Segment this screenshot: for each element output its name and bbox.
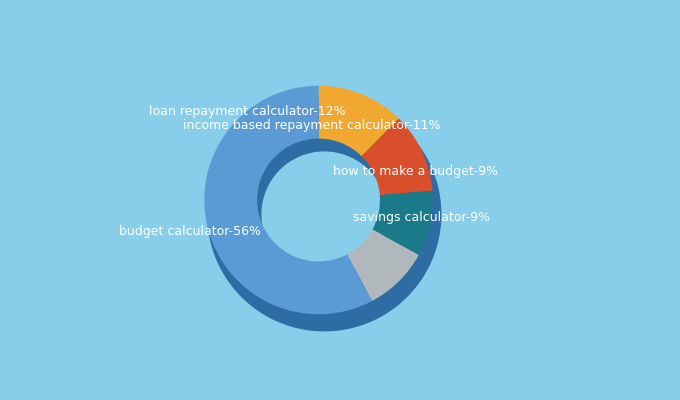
Wedge shape <box>347 230 419 301</box>
Wedge shape <box>362 118 432 195</box>
Wedge shape <box>318 86 398 156</box>
Text: budget calculator-56%: budget calculator-56% <box>119 225 261 238</box>
PathPatch shape <box>207 97 441 332</box>
Wedge shape <box>204 86 372 314</box>
Wedge shape <box>373 191 433 255</box>
Text: savings calculator-9%: savings calculator-9% <box>353 211 490 224</box>
Text: income based repayment calculator-11%: income based repayment calculator-11% <box>183 119 440 132</box>
Text: loan repayment calculator-12%: loan repayment calculator-12% <box>149 105 345 118</box>
Text: how to make a budget-9%: how to make a budget-9% <box>333 165 498 178</box>
